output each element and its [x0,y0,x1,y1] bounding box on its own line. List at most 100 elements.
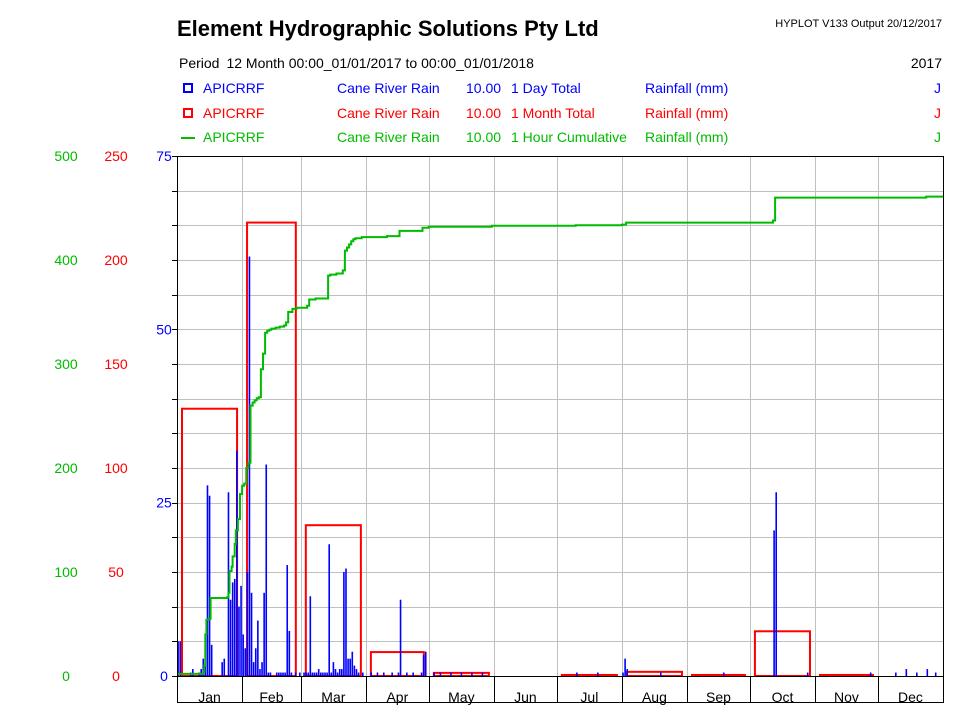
month-label: Mar [321,689,345,705]
monthly-axis-tick-label: 0 [112,668,120,684]
daily-total-bar [926,669,929,676]
monthly-total-bar [625,670,683,678]
daily-total-bar [246,572,249,676]
daily-total-bar [397,672,400,676]
daily-total-bar [355,669,358,676]
month-label: Jan [198,689,221,705]
period-range: 12 Month 00:00_01/01/2017 to 00:00_01/01… [226,55,534,71]
legend-site: APICRRF [203,129,265,145]
monthly-axis-tick-label: 250 [104,148,128,164]
daily-total-bar [208,495,211,676]
legend-aggregation: 1 Hour Cumulative [511,129,627,145]
daily-total-bar [773,530,775,676]
month-label: Apr [386,689,408,705]
monthly-total-bar [560,673,618,678]
daily-total-bar [382,672,385,676]
daily-total-bar [869,672,872,676]
daily-total-bar [422,655,425,676]
daily-total-bar [229,599,232,676]
daily-total-bar [626,669,629,676]
month-label: Feb [259,689,283,705]
daily-total-bar [200,669,202,676]
daily-total-bar [345,568,347,676]
daily-total-bar [238,606,240,676]
daily-total-bar [332,662,335,676]
daily-total-bar [439,672,442,676]
daily-total-bar [286,565,289,676]
daily-axis-tick-label: 75 [156,148,172,164]
daily-axis-tick-label: 0 [160,668,168,684]
daily-axis-tick-label: 25 [156,495,172,511]
daily-total-bar [353,665,356,676]
cumulative-axis-tick-label: 300 [54,356,78,372]
legend-aggregation: 1 Day Total [511,80,581,96]
daily-total-bar [263,592,265,676]
cumulative-line [177,195,943,675]
daily-total-bar [420,672,423,676]
daily-total-bar [576,672,578,676]
daily-total-bar [313,672,316,676]
daily-total-bar [259,669,261,676]
daily-total-bar [254,648,257,676]
cumulative-axis-tick-label: 500 [54,148,78,164]
daily-total-bar [278,672,280,676]
legend-factor: 10.00 [466,80,502,96]
daily-total-bar [290,672,293,676]
daily-total-bar [282,672,284,676]
daily-total-bar [424,651,427,676]
daily-total-bar [322,672,324,676]
daily-total-bar [242,634,244,676]
legend-row-cumulative: APICRRF Cane River Rain 10.00 1 Hour Cum… [0,129,968,149]
legend-swatch-monthly [183,108,193,118]
daily-total-bar [340,669,343,676]
daily-total-bar [177,641,179,676]
daily-total-bar [391,672,393,676]
daily-total-bar [324,672,326,676]
cumulative-axis-tick-label: 0 [62,668,70,684]
daily-total-bar [269,672,272,676]
daily-total-bar [450,672,452,676]
chart-title: Element Hydrographic Solutions Pty Ltd [177,16,599,41]
cumulative-axis-tick-label: 100 [54,564,78,580]
daily-total-bar [257,620,259,676]
month-label: May [448,689,474,705]
legend-units: Rainfall (mm) [645,129,729,145]
daily-total-bar [326,672,328,676]
daily-total-bar [320,672,322,676]
year-label: 2017 [910,55,942,71]
legend-flag: J [934,105,941,121]
daily-total-bar [361,672,364,676]
daily-total-bar [294,672,297,676]
daily-total-bar [376,672,379,676]
daily-total-bar [330,672,333,676]
daily-total-bar [905,669,908,676]
daily-total-bar [334,669,337,676]
daily-axis-tick-label: 50 [156,321,172,337]
daily-total-bar [934,672,937,676]
daily-total-bar [347,658,349,676]
monthly-axis-tick-label: 100 [104,460,128,476]
daily-total-bar [191,669,194,676]
daily-total-bar [622,672,624,676]
daily-total-bar [351,651,354,676]
legend-factor: 10.00 [466,105,502,121]
monthly-total-bar [753,630,811,678]
daily-total-bar [357,672,360,676]
legend-swatch-daily [183,83,193,93]
daily-total-bar [261,662,263,676]
daily-total-bar [221,662,223,676]
month-label: Jul [580,689,598,705]
version-output-label: HYPLOT V133 Output 20/12/2017 [775,18,942,30]
daily-total-bar [227,492,230,676]
daily-total-bar [481,672,484,676]
month-label: Jun [514,689,537,705]
legend-series-name: Cane River Rain [337,129,440,145]
daily-total-bar [231,582,234,676]
daily-total-bar [248,256,251,676]
daily-total-bar [305,672,307,676]
daily-total-bar [311,672,314,676]
legend-flag: J [934,80,941,96]
daily-total-bar [806,672,809,676]
daily-total-bar [223,658,226,676]
